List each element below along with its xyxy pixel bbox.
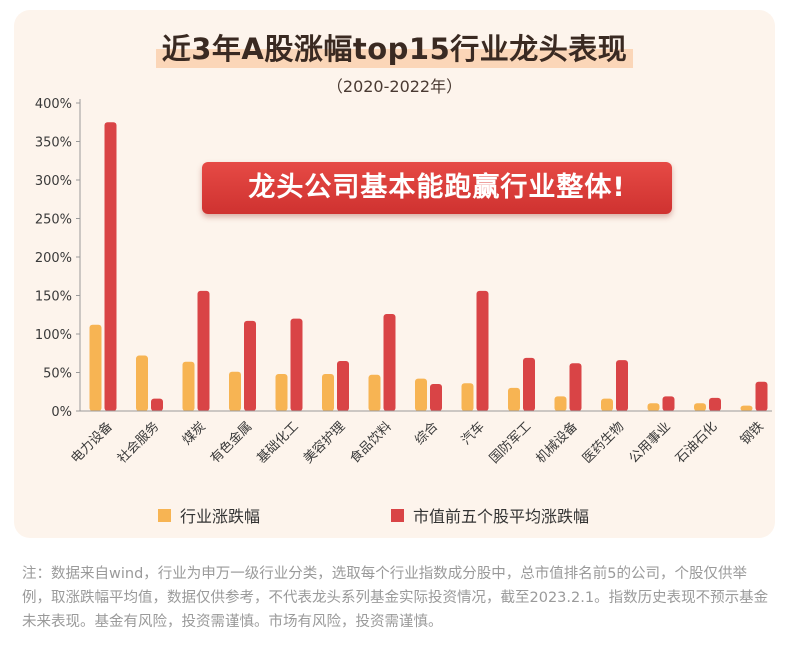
bar-industry <box>182 361 195 411</box>
legend-swatch-leader <box>391 508 404 522</box>
bar-leader <box>476 290 489 411</box>
chart-title: 近3年A股涨幅top15行业龙头表现 <box>155 26 634 68</box>
bar-leader <box>616 360 628 411</box>
bar-industry <box>136 355 148 411</box>
bar-leader <box>755 381 768 411</box>
y-tick-label: 150% <box>35 290 72 305</box>
bar-leader <box>290 318 303 411</box>
chart-subtitle: （2020-2022年） <box>326 77 463 96</box>
bar-industry <box>508 387 520 411</box>
footnote: 注：数据来自wind，行业为申万一级行业分类，选取每个行业指数成分股中，总市值排… <box>22 566 769 630</box>
legend-swatch-industry <box>158 508 171 522</box>
x-tick-label: 基础化工 <box>254 419 301 466</box>
bar-industry <box>601 398 613 411</box>
legend-item-leader: 市值前五个股平均涨跌幅 <box>391 503 589 527</box>
bar-industry <box>275 374 288 411</box>
bar-industry <box>322 374 334 411</box>
bar-leader <box>709 397 721 411</box>
x-tick-label: 汽车 <box>458 419 488 449</box>
bar-leader <box>197 290 210 411</box>
annotation-banner: 龙头公司基本能跑赢行业整体! <box>202 162 672 214</box>
bar-leader <box>662 396 675 411</box>
bar-leader <box>569 363 582 411</box>
bar-industry <box>554 396 567 411</box>
y-tick-label: 250% <box>35 213 72 228</box>
bar-leader <box>430 384 442 411</box>
x-tick-label: 综合 <box>412 419 441 448</box>
bar-leader <box>523 357 535 411</box>
bar-industry <box>694 403 706 411</box>
bar-leader <box>337 360 349 411</box>
chart-title-wrap: 近3年A股涨幅top15行业龙头表现 <box>0 26 789 68</box>
legend-label-industry: 行业涨跌幅 <box>180 507 261 526</box>
x-tick-label: 石油石化 <box>673 419 720 466</box>
x-tick-label: 美容护理 <box>300 419 348 467</box>
y-tick-label: 50% <box>43 367 72 382</box>
y-tick-label: 100% <box>35 328 72 343</box>
bar-industry <box>368 374 381 411</box>
y-tick-label: 200% <box>35 251 72 266</box>
x-tick-label: 煤炭 <box>180 419 209 448</box>
x-tick-label: 有色金属 <box>207 419 255 467</box>
x-tick-label: 社会服务 <box>114 419 162 467</box>
bar-industry <box>229 371 241 411</box>
x-tick-label: 食品饮料 <box>347 419 395 467</box>
bar-leader <box>104 122 117 411</box>
x-tick-label: 公用事业 <box>626 419 673 466</box>
bar-industry <box>740 405 753 411</box>
x-tick-label: 电力设备 <box>68 419 116 467</box>
y-tick-label: 400% <box>35 97 72 112</box>
bar-industry <box>461 383 474 411</box>
bar-industry <box>415 378 427 411</box>
bar-industry <box>89 324 102 411</box>
bar-industry <box>647 403 660 411</box>
x-tick-label: 机械设备 <box>533 419 581 467</box>
bar-leader <box>383 313 396 411</box>
chart-card <box>14 10 775 538</box>
x-tick-label: 医药生物 <box>580 419 627 466</box>
legend-label-leader: 市值前五个股平均涨跌幅 <box>413 507 590 526</box>
x-tick-label: 钢铁 <box>738 419 767 448</box>
legend-item-industry: 行业涨跌幅 <box>158 503 260 527</box>
bar-leader <box>244 320 256 411</box>
x-tick-label: 国防军工 <box>486 419 534 467</box>
y-tick-label: 350% <box>35 136 72 151</box>
y-tick-label: 0% <box>51 405 72 420</box>
y-tick-label: 300% <box>35 174 72 189</box>
bar-leader <box>151 398 163 411</box>
